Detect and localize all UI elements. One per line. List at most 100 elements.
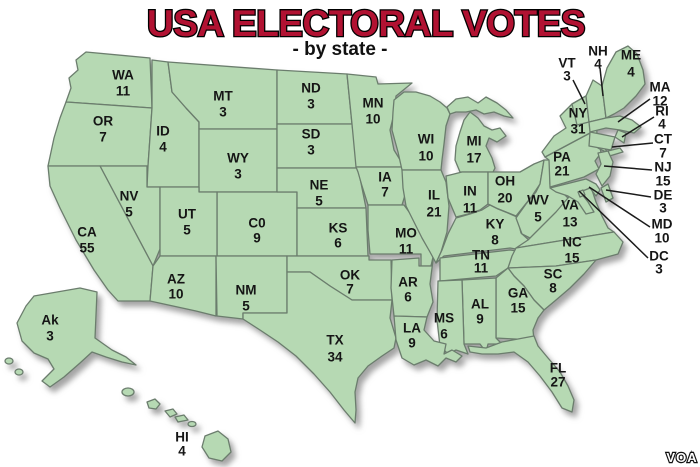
callout-line-nh: [599, 67, 604, 97]
state-la: [393, 315, 463, 367]
state-votes-ne: 5: [315, 194, 323, 209]
state-votes-va: 13: [562, 215, 578, 230]
state-ar: [390, 257, 434, 318]
hi-big-island: [201, 430, 232, 462]
state-label-dc: DC: [649, 249, 669, 264]
state-label-mi: MI: [467, 134, 482, 149]
callout-line-ri: [621, 116, 655, 138]
state-votes-ny: 31: [570, 122, 586, 137]
callout-line-de: [605, 189, 652, 198]
state-label-ia: IA: [378, 170, 392, 185]
state-label-sc: SC: [544, 267, 563, 282]
state-votes-wi: 10: [418, 149, 433, 164]
state-votes-az: 10: [168, 287, 183, 302]
state-ri: [614, 129, 627, 144]
state-mi: [454, 111, 507, 173]
state-votes-ks: 6: [334, 236, 342, 251]
state-label-md: MD: [652, 217, 673, 232]
state-label-vt: VT: [558, 56, 576, 71]
state-votes-ia: 7: [381, 185, 389, 200]
state-label-mn: MN: [363, 96, 384, 111]
state-votes-mn: 10: [365, 112, 380, 127]
state-label-de: DE: [654, 188, 673, 203]
state-label-al: AL: [471, 297, 489, 312]
state-votes-vt: 3: [563, 69, 571, 84]
ak-island: [4, 357, 14, 365]
state-label-hi: HI: [175, 430, 189, 445]
state-votes-ca: 55: [79, 241, 95, 256]
mainland-states: [47, 45, 646, 424]
page-title: USA ELECTORAL VOTES: [147, 3, 585, 44]
state-label-in: IN: [463, 184, 477, 199]
state-label-nm: NM: [236, 283, 257, 298]
state-votes-ut: 5: [183, 223, 191, 238]
state-label-tn: TN: [472, 248, 490, 263]
state-votes-nh: 4: [594, 57, 602, 72]
state-votes-fl: 27: [550, 375, 565, 390]
state-votes-al: 9: [476, 312, 484, 327]
ak-island: [14, 368, 24, 376]
page-subtitle: - by state -: [292, 39, 387, 60]
state-nj: [595, 150, 614, 187]
state-label-wi: WI: [418, 132, 435, 147]
state-label-ri: RI: [655, 104, 669, 119]
state-label-fl: FL: [550, 361, 567, 376]
state-wa: [65, 51, 153, 109]
state-votes-sc: 8: [549, 281, 557, 296]
hi-island: [164, 408, 178, 418]
hi-island: [187, 420, 197, 428]
state-mi-upper-peninsula: [446, 96, 514, 119]
state-votes-sd: 3: [307, 143, 315, 158]
state-label-ky: KY: [486, 217, 505, 232]
hi-island: [121, 387, 135, 397]
state-label-wa: WA: [112, 68, 134, 83]
state-label-ca: CA: [77, 225, 97, 240]
state-label-id: ID: [156, 124, 170, 139]
state-label-mo: MO: [395, 226, 417, 241]
state-al: [461, 277, 503, 353]
state-label-ma: MA: [650, 80, 671, 95]
state-label-sd: SD: [302, 127, 321, 142]
state-votes-nj: 15: [655, 174, 671, 189]
state-label-ok: OK: [340, 268, 361, 283]
state-votes-id: 4: [159, 140, 167, 155]
state-votes-il: 21: [426, 205, 442, 220]
state-votes-nm: 5: [242, 299, 250, 314]
state-label-va: VA: [561, 198, 579, 213]
callout-line-ma: [617, 98, 651, 123]
state-votes-ar: 6: [404, 290, 412, 305]
state-label-ar: AR: [398, 275, 418, 290]
state-votes-tn: 11: [474, 261, 489, 276]
state-label-wy: WY: [227, 151, 249, 166]
state-label-ms: MS: [434, 311, 454, 326]
state-votes-ri: 4: [658, 117, 666, 132]
state-votes-in: 11: [463, 201, 478, 216]
state-votes-wy: 3: [234, 167, 242, 182]
state-md: [549, 178, 601, 215]
state-label-ga: GA: [508, 286, 529, 301]
state-votes-md: 10: [654, 231, 669, 246]
state-label-ne: NE: [310, 178, 329, 193]
alaska-group: [4, 287, 137, 388]
state-votes-nc: 15: [564, 251, 580, 266]
state-votes-ga: 15: [510, 301, 526, 316]
state-label-la: LA: [403, 321, 421, 336]
state-votes-mt: 3: [219, 105, 227, 120]
state-ct: [588, 131, 616, 151]
state-label-me: ME: [621, 48, 641, 63]
state-votes-co: 9: [253, 231, 261, 246]
state-ak: [16, 287, 137, 388]
state-ma: [588, 115, 642, 134]
state-votes-mi: 17: [466, 151, 481, 166]
state-label-ny: NY: [569, 106, 588, 121]
state-label-ct: CT: [654, 132, 673, 147]
hi-island: [146, 398, 161, 410]
callout-line-dc: [578, 190, 649, 259]
state-ut: [159, 186, 218, 257]
state-votes-ms: 6: [440, 327, 448, 342]
state-label-wv: WV: [527, 193, 549, 208]
state-label-nv: NV: [120, 189, 139, 204]
callout-line-ct: [611, 142, 654, 148]
state-votes-ky: 8: [491, 233, 499, 248]
